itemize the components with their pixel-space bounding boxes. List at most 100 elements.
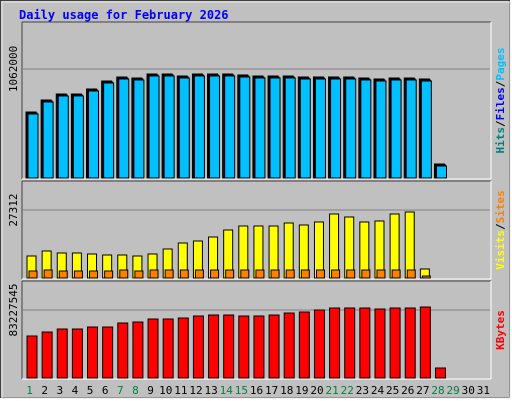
legend: KBytes — [494, 310, 507, 350]
bar-kbytes-day-14 — [223, 314, 235, 379]
bar-sites-day-20 — [315, 269, 325, 279]
bar-kbytes-day-23 — [359, 307, 371, 379]
max-value-label: 1062000 — [7, 46, 20, 92]
bar-pages-day-22 — [345, 78, 357, 179]
bar-pages-day-10 — [163, 75, 175, 179]
bar-visits-day-24 — [374, 220, 385, 279]
bar-kbytes-day-13 — [208, 314, 220, 379]
bar-visits-day-25 — [389, 213, 400, 279]
bar-sites-day-2 — [43, 269, 53, 279]
bar-kbytes-day-16 — [253, 315, 265, 379]
day-label-9: 9 — [147, 384, 154, 397]
max-value-label: 83227545 — [7, 284, 20, 337]
bar-pages-day-14 — [224, 75, 236, 179]
chart-title: Daily usage for February 2026 — [19, 8, 229, 22]
bar-pages-day-19 — [299, 78, 311, 179]
bar-kbytes-day-5 — [87, 326, 99, 379]
day-label-27: 27 — [416, 384, 429, 397]
bar-kbytes-day-8 — [132, 321, 144, 379]
bar-kbytes-day-11 — [177, 317, 189, 379]
bar-kbytes-day-18 — [283, 312, 295, 379]
bar-kbytes-day-9 — [147, 318, 159, 379]
day-label-2: 2 — [41, 384, 48, 397]
bar-pages-day-28 — [435, 165, 447, 179]
day-label-25: 25 — [386, 384, 399, 397]
day-label-10: 10 — [159, 384, 172, 397]
bar-kbytes-day-19 — [298, 311, 310, 379]
max-value-label: 27312 — [7, 193, 20, 226]
day-label-8: 8 — [132, 384, 139, 397]
bar-sites-day-8 — [134, 270, 144, 279]
day-label-11: 11 — [174, 384, 187, 397]
legend-item: Visits — [494, 230, 507, 270]
bar-kbytes-day-12 — [192, 315, 204, 379]
day-label-12: 12 — [189, 384, 202, 397]
day-label-7: 7 — [117, 384, 124, 397]
bar-kbytes-day-25 — [389, 307, 401, 379]
bar-sites-day-23 — [361, 269, 371, 279]
bar-pages-day-25 — [390, 79, 402, 179]
bar-pages-day-12 — [193, 75, 205, 179]
bar-sites-day-17 — [270, 269, 280, 279]
bar-visits-day-22 — [344, 216, 355, 279]
bar-sites-day-10 — [164, 269, 174, 279]
bar-pages-day-16 — [254, 77, 266, 179]
day-label-23: 23 — [356, 384, 369, 397]
legend-item: Sites — [494, 190, 507, 223]
day-label-16: 16 — [250, 384, 263, 397]
day-label-5: 5 — [87, 384, 94, 397]
bar-kbytes-day-15 — [238, 315, 250, 379]
bar-sites-day-7 — [119, 269, 129, 279]
day-label-26: 26 — [401, 384, 414, 397]
day-label-20: 20 — [310, 384, 323, 397]
day-label-28: 28 — [431, 384, 444, 397]
bar-pages-day-13 — [209, 75, 221, 179]
bar-pages-day-15 — [239, 76, 251, 179]
day-label-30: 30 — [462, 384, 475, 397]
bar-kbytes-day-4 — [71, 328, 83, 379]
day-label-1: 1 — [26, 384, 33, 397]
bar-pages-day-23 — [360, 79, 372, 179]
legend-item: KBytes — [494, 310, 507, 350]
day-label-4: 4 — [72, 384, 79, 397]
day-label-24: 24 — [371, 384, 385, 397]
bar-kbytes-day-22 — [344, 307, 356, 379]
bar-kbytes-day-27 — [419, 306, 431, 379]
bar-kbytes-day-20 — [313, 309, 325, 379]
bar-pages-day-18 — [284, 77, 296, 179]
bar-sites-day-21 — [331, 269, 341, 279]
day-label-31: 31 — [477, 384, 490, 397]
day-label-19: 19 — [295, 384, 308, 397]
bar-pages-day-6 — [103, 82, 115, 179]
bar-pages-day-4 — [72, 95, 84, 179]
day-label-18: 18 — [280, 384, 293, 397]
bar-sites-day-24 — [376, 269, 386, 279]
bar-kbytes-day-2 — [41, 331, 53, 379]
legend-item: / — [494, 120, 507, 127]
bar-sites-day-25 — [391, 269, 401, 279]
bar-pages-day-17 — [269, 77, 281, 179]
bar-sites-day-26 — [406, 269, 416, 279]
legend: Hits/Files/Pages — [494, 48, 507, 154]
bar-sites-day-22 — [346, 269, 356, 279]
bar-sites-day-6 — [104, 270, 114, 279]
legend-item: Pages — [494, 48, 507, 81]
bar-pages-day-20 — [314, 78, 326, 179]
bar-kbytes-day-3 — [56, 328, 68, 379]
bar-sites-day-5 — [89, 270, 99, 279]
bar-kbytes-day-21 — [329, 307, 341, 379]
bar-pages-day-26 — [405, 79, 417, 179]
bar-kbytes-day-24 — [374, 308, 386, 379]
day-label-21: 21 — [326, 384, 339, 397]
bar-sites-day-15 — [240, 269, 250, 279]
bar-kbytes-day-28 — [434, 367, 446, 379]
bar-sites-day-27 — [421, 275, 431, 279]
legend-item: / — [494, 223, 507, 230]
bar-sites-day-18 — [285, 269, 295, 279]
bar-pages-day-27 — [420, 80, 432, 179]
bar-sites-day-13 — [210, 269, 220, 279]
bar-sites-day-1 — [28, 270, 38, 279]
